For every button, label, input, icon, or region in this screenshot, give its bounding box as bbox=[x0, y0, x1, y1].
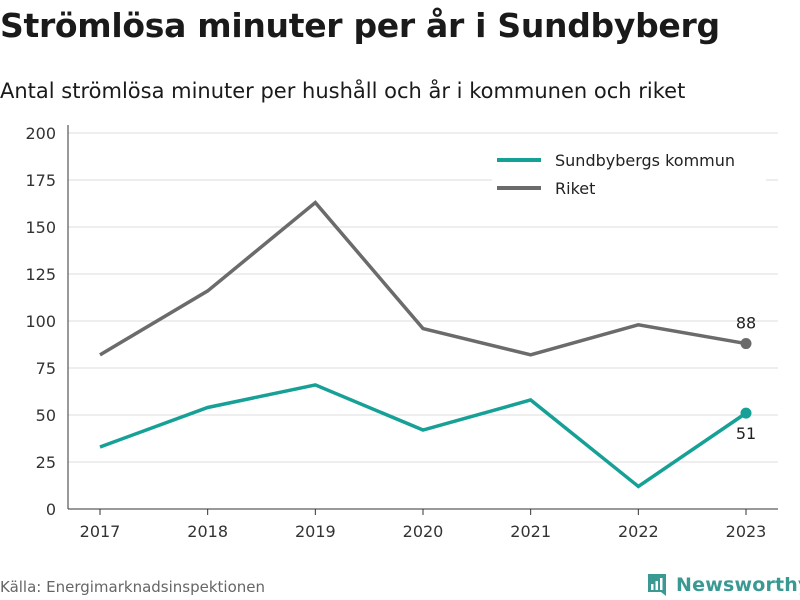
y-tick-label: 150 bbox=[25, 218, 56, 237]
legend-box bbox=[492, 146, 766, 204]
x-tick-label: 2020 bbox=[403, 522, 444, 541]
y-tick-label: 0 bbox=[46, 500, 56, 519]
x-tick-label: 2019 bbox=[295, 522, 336, 541]
x-tick-label: 2017 bbox=[80, 522, 121, 541]
y-tick-label: 200 bbox=[25, 124, 56, 143]
chart-title: Strömlösa minuter per år i Sundbyberg bbox=[0, 6, 720, 45]
y-tick-label: 175 bbox=[25, 171, 56, 190]
series-line-sundbyberg bbox=[99, 383, 747, 489]
series-line-riket bbox=[99, 200, 747, 357]
chart-subtitle: Antal strömlösa minuter per hushåll och … bbox=[0, 79, 686, 103]
source-note: Källa: Energimarknadsinspektionen bbox=[0, 578, 266, 596]
x-tick-label: 2023 bbox=[726, 522, 767, 541]
legend-label: Sundbybergs kommun bbox=[555, 151, 735, 170]
brand-name: Newsworthy bbox=[676, 574, 800, 596]
legend-label: Riket bbox=[555, 179, 595, 198]
end-label-sundbyberg: 51 bbox=[736, 424, 756, 443]
end-label-riket: 88 bbox=[736, 314, 756, 333]
series-endpoint-sundbyberg bbox=[740, 407, 752, 419]
brand[interactable]: Newsworthy bbox=[646, 570, 800, 600]
x-tick-label: 2021 bbox=[510, 522, 551, 541]
y-tick-label: 75 bbox=[36, 359, 56, 378]
axes: 0 25 50 75 100 125 150 175 200 2017 2018 2019 2020 20… bbox=[25, 124, 778, 541]
series: 51 88 bbox=[99, 200, 756, 489]
newsworthy-logo-icon bbox=[648, 574, 666, 596]
y-tick-label: 25 bbox=[36, 453, 56, 472]
x-tick-label: 2022 bbox=[618, 522, 659, 541]
legend: Sundbybergs kommun Riket bbox=[492, 146, 766, 204]
y-tick-label: 100 bbox=[25, 312, 56, 331]
series-endpoint-riket bbox=[740, 338, 752, 350]
x-tick-label: 2018 bbox=[187, 522, 228, 541]
y-tick-label: 50 bbox=[36, 406, 56, 425]
y-tick-label: 125 bbox=[25, 265, 56, 284]
